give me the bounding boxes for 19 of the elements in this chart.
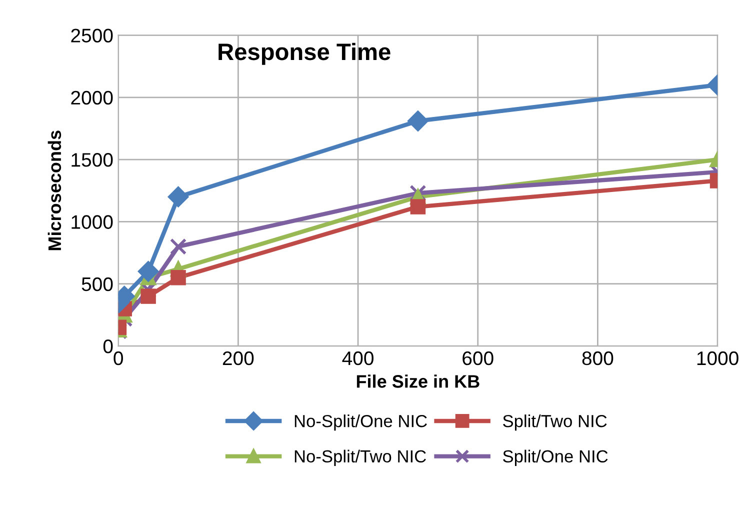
legend-label: No-Split/Two NIC: [294, 450, 426, 466]
y-tick-label: 2500: [71, 28, 113, 42]
chart-title: Response Time: [218, 42, 390, 65]
y-tick-label: 0: [103, 339, 113, 354]
x-tick-label: 200: [222, 351, 254, 366]
y-axis-title: Microseconds: [48, 130, 62, 250]
y-tick-label: 500: [82, 277, 113, 292]
legend-label: Split/Two NIC: [503, 414, 607, 431]
x-tick-label: 400: [342, 351, 374, 366]
x-tick-label: 1000: [697, 351, 738, 366]
x-tick-label: 600: [462, 351, 494, 366]
y-tick-label: 1000: [72, 215, 113, 229]
legend-label: No-Split/One NIC: [294, 414, 427, 431]
y-tick-label: 1500: [72, 153, 113, 167]
x-tick-label: 800: [582, 351, 614, 366]
x-tick-label: 0: [114, 351, 123, 366]
legend-label: Split/One NIC: [503, 450, 608, 466]
y-tick-label: 2000: [71, 90, 113, 105]
x-axis-title: File Size in KB: [356, 374, 480, 388]
